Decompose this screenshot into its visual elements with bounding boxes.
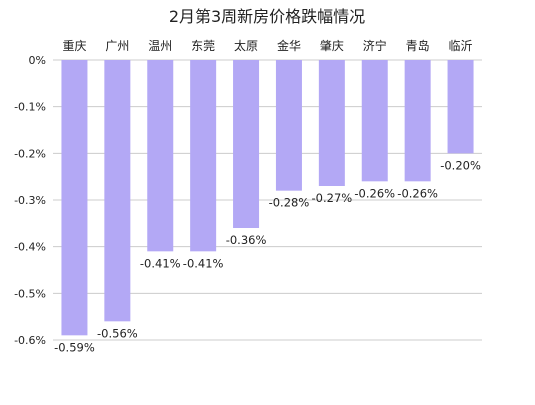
y-tick-label: -0.1% — [14, 101, 46, 114]
bar-4 — [190, 60, 217, 252]
y-tick-label: -0.4% — [14, 241, 46, 254]
bar-7 — [318, 60, 345, 186]
bar-10 — [447, 60, 474, 154]
data-label: -0.41% — [140, 256, 181, 270]
y-tick-label: 0% — [29, 54, 46, 67]
data-label: -0.20% — [440, 158, 481, 172]
data-labels: -0.59%-0.56%-0.41% -0.41%-0.36%-0.28% -0.2… — [54, 158, 481, 354]
y-tick-label: -0.5% — [14, 287, 46, 300]
x-tick-label: 临沂 — [449, 39, 473, 53]
data-label: -0.26% — [354, 186, 395, 200]
data-label: -0.26% — [397, 186, 438, 200]
bar-8 — [361, 60, 388, 182]
x-axis-labels: 重庆 广州 温州 东莞 太原 金华 肇庆 济宁 青岛 临沂 — [62, 38, 472, 53]
data-label: -0.41% — [183, 256, 224, 270]
x-tick-label: 肇庆 — [320, 38, 344, 53]
x-tick-label: 济宁 — [363, 38, 387, 53]
bars — [61, 60, 474, 336]
data-label: -0.59% — [54, 340, 95, 354]
x-tick-label: 重庆 — [62, 39, 86, 53]
data-label: -0.56% — [97, 326, 138, 340]
x-tick-label: 广州 — [105, 39, 129, 53]
x-tick-label: 青岛 — [406, 38, 430, 53]
data-label: -0.28% — [269, 196, 310, 210]
chart-title: 2月第3周新房价格跌幅情况 — [169, 7, 365, 26]
y-tick-label: -0.2% — [14, 147, 46, 160]
bar-9 — [404, 60, 431, 182]
x-tick-label: 温州 — [148, 39, 172, 53]
x-tick-label: 太原 — [234, 38, 258, 53]
y-tick-label: -0.6% — [14, 334, 46, 347]
x-tick-label: 东莞 — [191, 39, 215, 53]
bar-5 — [233, 60, 260, 228]
data-label: -0.36% — [226, 233, 267, 247]
bar-6 — [275, 60, 302, 191]
data-label: -0.27% — [312, 191, 353, 205]
y-tick-label: -0.3% — [14, 194, 46, 207]
x-tick-label: 金华 — [277, 38, 301, 53]
bar-2 — [104, 60, 131, 322]
bar-3 — [147, 60, 174, 252]
bar-1 — [61, 60, 88, 336]
y-axis-ticks: 0% -0.1% -0.2% -0.3% -0.4% -0.5% -0.6% — [14, 54, 46, 347]
